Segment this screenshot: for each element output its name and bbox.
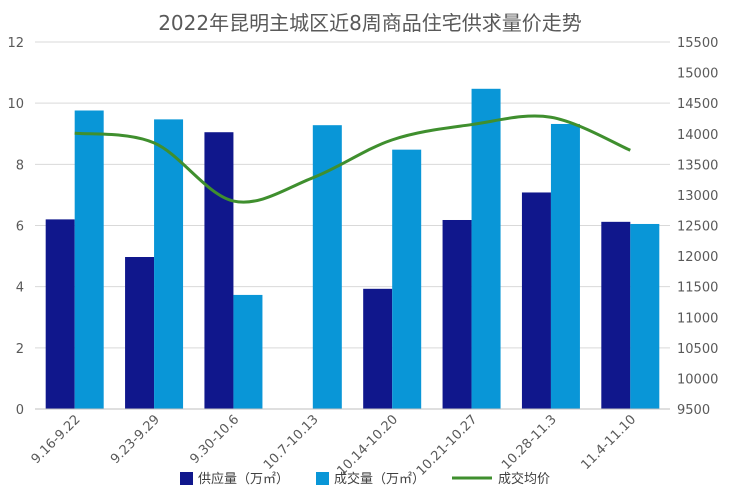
- bar-supply: [442, 219, 472, 409]
- legend: 供应量（万㎡） 成交量（万㎡） 成交均价: [180, 471, 550, 487]
- legend-label: 成交量（万㎡）: [334, 471, 425, 487]
- bar-deal: [74, 110, 104, 410]
- legend-swatch: [316, 472, 329, 485]
- chart-title: 2022年昆明主城区近8周商品住宅供求量价走势: [158, 11, 582, 35]
- y-right-tick-label: 14000: [677, 128, 718, 143]
- legend-label: 成交均价: [498, 471, 550, 487]
- y-left-tick-label: 0: [16, 403, 24, 418]
- y-right-tick-label: 12000: [677, 250, 718, 265]
- x-tick-label: 9.30-10.6: [187, 412, 242, 467]
- x-tick-label: 11.4-11.10: [578, 412, 639, 473]
- legend-swatch: [180, 472, 193, 485]
- y-right-tick-label: 15500: [677, 36, 718, 51]
- y-right-tick-label: 10500: [677, 342, 718, 357]
- bar-supply: [363, 288, 393, 409]
- y-left-tick-label: 6: [16, 220, 24, 235]
- y-left-tick-label: 10: [7, 97, 24, 112]
- bar-deal: [154, 119, 184, 410]
- x-tick-label: 10.28-11.3: [499, 412, 560, 473]
- bar-supply: [204, 132, 234, 410]
- y-right-tick-label: 14500: [677, 97, 718, 112]
- y-right-tick-label: 13000: [677, 189, 718, 204]
- y-left-tick-label: 12: [7, 36, 24, 51]
- bar-supply: [521, 192, 551, 409]
- avg-price-line: [74, 114, 631, 204]
- legend-label: 供应量（万㎡）: [198, 471, 289, 487]
- bar-deal: [630, 223, 660, 409]
- y-right-tick-label: 11500: [677, 281, 718, 296]
- bar-supply: [125, 257, 155, 409]
- y-right-tick-label: 10000: [677, 372, 718, 387]
- y-right-tick-label: 13500: [677, 158, 718, 173]
- y-right-tick-label: 11000: [677, 311, 718, 326]
- bar-supply: [45, 219, 75, 409]
- bar-deal: [233, 294, 263, 409]
- x-tick-label: 10.21-10.27: [414, 412, 481, 479]
- y-right-tick-label: 12500: [677, 220, 718, 235]
- bar-deal: [392, 149, 422, 410]
- x-tick-label: 9.16-9.22: [29, 412, 84, 467]
- y-left-tick-label: 2: [16, 342, 24, 357]
- bar-deal: [471, 88, 501, 409]
- y-left-tick-label: 4: [16, 281, 24, 296]
- line-series: [74, 114, 631, 204]
- bar-deal: [550, 123, 580, 410]
- x-tick-label: 9.23-9.29: [108, 412, 163, 467]
- y-right-tick-label: 9500: [677, 403, 710, 418]
- x-tick-label: 10.7-10.13: [261, 412, 322, 473]
- x-tick-label: 10.14-10.20: [334, 412, 401, 479]
- bar-marks: [45, 88, 660, 410]
- y-right-tick-label: 15000: [677, 67, 718, 82]
- y-left-tick-label: 8: [16, 158, 24, 173]
- bar-supply: [601, 221, 631, 409]
